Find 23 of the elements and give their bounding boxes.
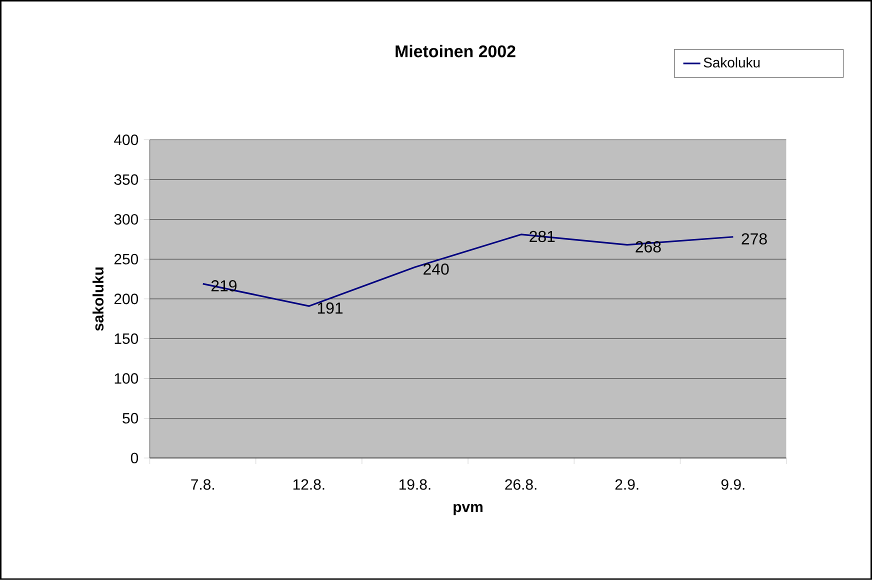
y-tick-label: 150: [114, 333, 138, 344]
data-label: 268: [636, 241, 661, 253]
y-tick-label: 100: [114, 373, 138, 384]
y-tick-label: 200: [114, 294, 138, 304]
y-tick-label: 0: [130, 452, 138, 464]
y-tick-label: 50: [122, 413, 138, 424]
x-tick-label: 19.8.: [400, 479, 430, 490]
chart-title: Mietoinen 2002: [396, 44, 516, 58]
data-label: 278: [742, 233, 767, 245]
y-tick-label: 350: [114, 174, 138, 185]
y-tick-label: 300: [114, 214, 138, 225]
y-axis-title: sakoluku: [92, 268, 104, 331]
x-tick-label: 7.8.: [191, 479, 214, 490]
x-axis-title: pvm: [454, 504, 482, 516]
y-tick-label: 400: [114, 134, 138, 146]
x-tick-label: 12.8.: [293, 479, 324, 490]
y-tick-label: 250: [114, 254, 138, 265]
data-label: 191: [318, 302, 343, 314]
data-label: 240: [424, 264, 449, 275]
legend-label: Sakoluku: [704, 57, 760, 68]
x-tick-label: 9.9.: [721, 479, 744, 490]
x-tick-label: 2.9.: [615, 479, 638, 490]
x-tick-label: 26.8.: [505, 479, 536, 490]
